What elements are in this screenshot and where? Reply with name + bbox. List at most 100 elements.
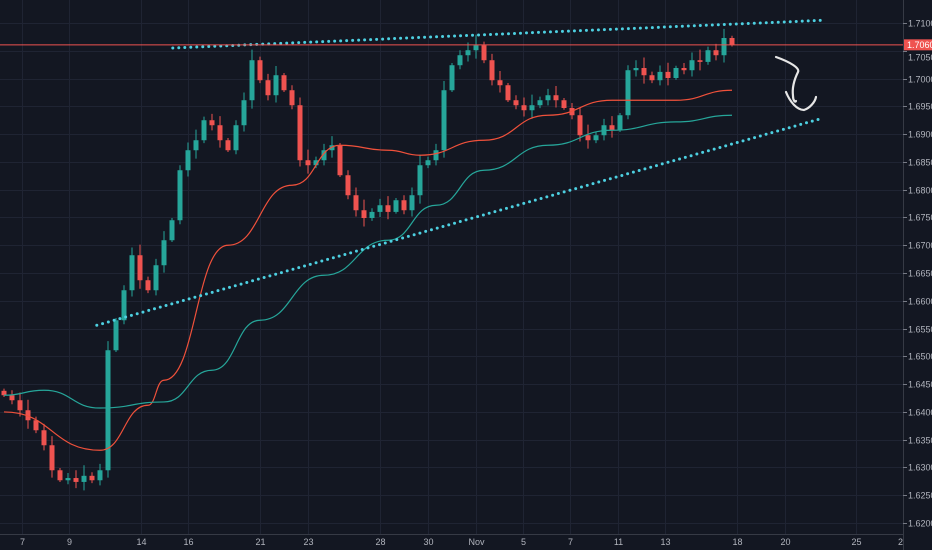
time-tick-label: 14 <box>136 537 146 547</box>
candle-down <box>49 445 55 471</box>
candle-up <box>457 55 463 66</box>
candle-up <box>705 50 711 62</box>
candle-up <box>185 150 191 171</box>
price-tick-label: 1.62000 <box>908 519 932 529</box>
candle-down <box>257 60 263 81</box>
candle-down <box>297 105 303 161</box>
time-tick-label: 9 <box>67 537 72 547</box>
moving-average-line <box>3 89 733 451</box>
candle-up <box>169 220 175 241</box>
candle-down <box>385 205 391 212</box>
candle-down <box>225 140 231 151</box>
candle-down <box>353 195 359 211</box>
price-tick-label: 1.62500 <box>908 491 932 501</box>
candles <box>1 28 735 491</box>
candle-down <box>481 45 487 61</box>
candle-up <box>65 478 71 481</box>
candle-up <box>329 145 335 151</box>
time-tick-label: 30 <box>423 537 433 547</box>
price-tick-label: 1.69500 <box>908 102 932 112</box>
candle-up <box>105 350 111 471</box>
candle-up <box>369 211 375 219</box>
candle-down <box>209 120 215 126</box>
candle-down <box>57 470 63 481</box>
candle-down <box>89 475 95 481</box>
candle-down <box>41 430 47 446</box>
time-tick-label: Nov <box>468 537 485 547</box>
candle-up <box>201 120 207 141</box>
candle-up <box>625 70 631 116</box>
price-tick-label: 1.70000 <box>908 75 932 85</box>
time-axis[interactable]: 7 9 14 16 21 23 28 30 Nov 5 7 11 13 18 20 25 2 <box>20 537 903 547</box>
candle-up <box>241 100 247 126</box>
candle-up <box>689 60 695 71</box>
price-tick-label: 1.63000 <box>908 463 932 473</box>
candle-down <box>33 420 39 431</box>
moving-average-line <box>3 114 733 409</box>
price-tick-label: 1.68000 <box>908 186 932 196</box>
time-tick-label: 2 <box>898 537 903 547</box>
time-tick-label: 7 <box>20 537 25 547</box>
candle-down <box>609 125 615 131</box>
candle-down <box>577 115 583 136</box>
candle-down <box>217 125 223 141</box>
price-tick-label: 1.64500 <box>908 380 932 390</box>
candle-down <box>665 71 671 79</box>
candle-up <box>433 150 439 161</box>
price-tick-label: 1.65000 <box>908 352 932 362</box>
candle-down <box>1 390 7 396</box>
candle-up <box>161 240 167 266</box>
candle-down <box>513 100 519 106</box>
price-tick-label: 1.69000 <box>908 130 932 140</box>
candle-up <box>409 195 415 211</box>
time-tick-label: 13 <box>660 537 670 547</box>
candle-down <box>145 280 151 291</box>
grid <box>0 0 903 534</box>
candle-up <box>193 140 199 151</box>
candle-up <box>425 160 431 166</box>
candle-up <box>249 60 255 101</box>
candle-up <box>153 265 159 291</box>
freehand-arrow-drawing[interactable] <box>774 55 818 112</box>
price-tick-label: 1.66000 <box>908 297 932 307</box>
candle-up <box>233 125 239 151</box>
time-tick-label: 28 <box>375 537 385 547</box>
last-price-label: 1.70607 <box>904 39 932 51</box>
trendlines[interactable] <box>95 18 827 327</box>
candle-down <box>281 75 287 91</box>
candle-down <box>289 90 295 106</box>
time-tick-label: 21 <box>255 537 265 547</box>
price-axis[interactable]: 1.71000 1.70500 1.70000 1.69500 1.69000 1.685… <box>903 19 932 529</box>
candle-up <box>473 45 479 51</box>
time-tick-label: 20 <box>780 537 790 547</box>
candle-up <box>617 115 623 131</box>
candle-up <box>593 135 599 141</box>
candle-down <box>681 68 687 71</box>
price-tick-label: 1.67000 <box>908 241 932 251</box>
candle-down <box>553 95 559 101</box>
trendline-upper[interactable] <box>171 18 827 50</box>
candle-down <box>521 105 527 111</box>
candle-up <box>177 170 183 221</box>
candle-up <box>465 50 471 56</box>
trendline-lower[interactable] <box>95 116 825 327</box>
candle-down <box>649 75 655 81</box>
candle-up <box>449 65 455 91</box>
candle-up <box>313 160 319 166</box>
price-tick-label: 1.65500 <box>908 325 932 335</box>
price-tick-label: 1.70500 <box>908 52 932 62</box>
candle-down <box>585 135 591 141</box>
candle-down <box>25 410 31 421</box>
candle-down <box>345 175 351 196</box>
candle-up <box>441 90 447 151</box>
moving-averages <box>3 89 733 451</box>
candle-up <box>273 75 279 96</box>
candle-up <box>113 320 119 351</box>
candle-down <box>9 395 15 401</box>
candle-up <box>393 200 399 212</box>
candle-down <box>265 80 271 96</box>
candle-up <box>377 205 383 212</box>
candle-down <box>401 200 407 211</box>
time-tick-label: 25 <box>851 537 861 547</box>
